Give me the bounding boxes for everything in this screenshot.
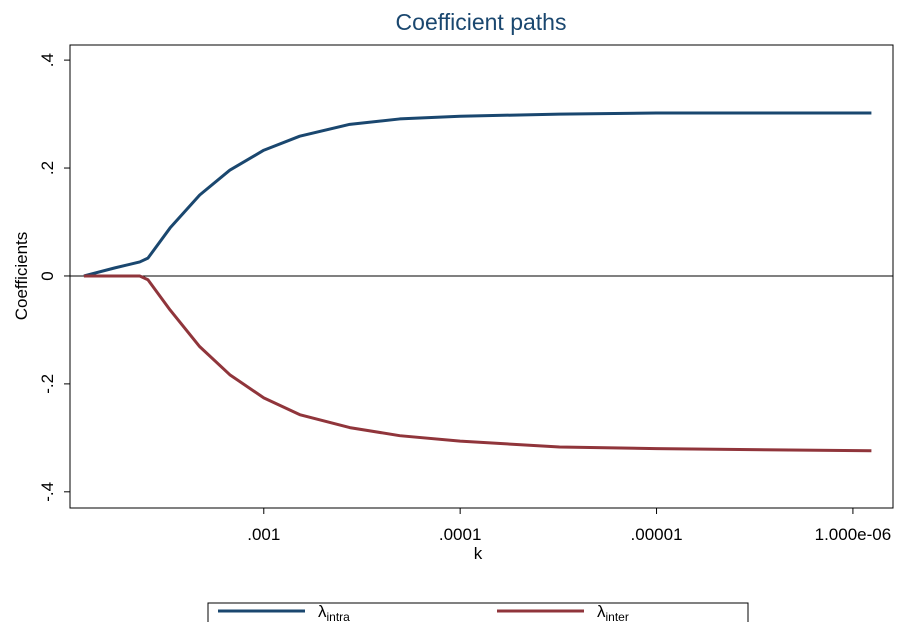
x-tick-label: .00001 <box>631 525 683 544</box>
y-tick-label: -.2 <box>38 374 57 394</box>
legend-label: λinter <box>597 602 629 622</box>
y-tick-label: .4 <box>38 53 57 67</box>
legend-label: λintra <box>318 602 350 622</box>
y-axis-label: Coefficients <box>12 232 31 321</box>
y-tick-label: -.4 <box>38 482 57 502</box>
x-axis-label: k <box>474 544 483 563</box>
series-line <box>83 274 872 453</box>
x-tick-label: .001 <box>247 525 280 544</box>
series-line <box>83 111 872 278</box>
x-tick-label: .0001 <box>439 525 482 544</box>
y-tick-label: .2 <box>38 161 57 175</box>
plot-frame <box>69 44 894 509</box>
chart-title: Coefficient paths <box>396 9 567 35</box>
y-tick-label: 0 <box>38 271 57 280</box>
legend-box <box>207 602 749 622</box>
x-tick-label: 1.000e-06 <box>815 525 892 544</box>
